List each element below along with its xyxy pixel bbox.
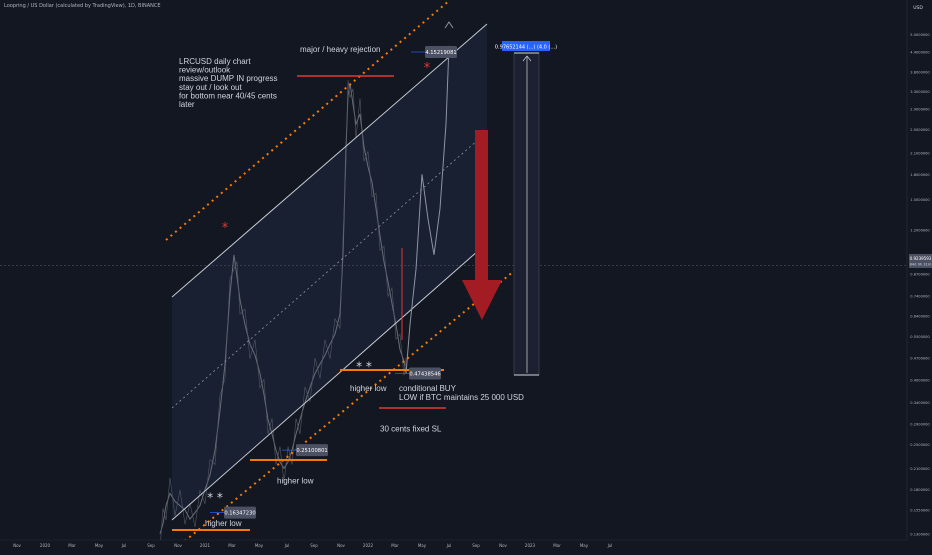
time-axis[interactable]: Nov 2020 Mar May Jul Sep Nov 2021 Mar May Jul Sep No… <box>0 539 932 550</box>
annotation-text: 30 cents fixed SL <box>380 424 442 433</box>
target-label-text: 0.97652144 (...) (4.0 (...) <box>495 45 557 51</box>
y-tick-label: 0.4700000 <box>910 357 930 361</box>
x-tick-labels: Nov 2020 Mar May Jul Sep Nov 2021 Mar May Jul Sep No… <box>13 543 612 548</box>
x-tick-label: Nov <box>337 543 345 548</box>
channel-upper-line[interactable] <box>171 23 488 298</box>
y-tick-label: 3.8000000 <box>910 71 930 75</box>
note-line: LRCUSD daily chart <box>179 57 251 66</box>
y-tick-label: 1.8000000 <box>910 173 930 177</box>
x-tick-label: Jul <box>284 543 290 548</box>
note-line: massive DUMP IN progress <box>179 74 278 83</box>
marker-star: * <box>424 61 431 76</box>
x-tick-label: Sep <box>472 543 480 548</box>
note-line: stay out / look out <box>179 83 242 92</box>
marker-star: * * <box>207 490 223 504</box>
orange-resistance-line[interactable] <box>165 0 451 241</box>
x-tick-label: May <box>580 543 589 548</box>
x-tick-label: Nov <box>499 543 507 548</box>
x-tick-label: 2023 <box>525 543 536 548</box>
price-series-high <box>159 80 407 549</box>
y-tick-label: 0.2100000 <box>910 467 930 471</box>
outlook-notes: LRCUSD daily chartreview/outlookmassive … <box>179 57 278 109</box>
price-labels: 0.16347230 0.25100801 0.47438546 4.15219081 <box>210 46 457 519</box>
x-tick-label: 2020 <box>40 543 51 548</box>
x-tick-label: Mar <box>553 543 561 548</box>
channel-shade <box>172 24 487 520</box>
annotation-text: higher low <box>277 477 314 486</box>
x-tick-label: 2021 <box>200 543 211 548</box>
currency-label: USD <box>913 5 923 11</box>
annotation-text: higher low <box>205 519 242 528</box>
y-tick-label: 1.2000000 <box>910 228 930 232</box>
x-tick-label: May <box>255 543 264 548</box>
annotation-text: higher low <box>350 384 387 393</box>
annotations: major / heavy rejection higher low higher … <box>205 45 524 528</box>
x-tick-label: Nov <box>174 543 182 548</box>
price-label: 0.47438546 <box>409 372 440 378</box>
annotation-text: major / heavy rejection <box>300 45 380 54</box>
x-tick-label: May <box>95 543 104 548</box>
price-label: 4.15219081 <box>425 50 456 56</box>
symbol-title: Loopring / US Dollar (calculated by Trad… <box>4 3 161 9</box>
y-tick-label: 0.7400000 <box>910 294 930 298</box>
x-tick-label: May <box>418 543 427 548</box>
marker-star: * * <box>356 359 372 373</box>
current-price-text: 0.9239593 <box>910 256 932 261</box>
annotation-text: conditional BUY <box>399 384 457 393</box>
price-label: 0.16347230 <box>224 511 255 517</box>
price-label: 0.25100801 <box>296 448 327 454</box>
marker-star: * <box>222 221 229 236</box>
note-line: for bottom near 40/45 cents <box>179 91 277 100</box>
y-tick-label: 2.1000000 <box>910 152 930 156</box>
x-tick-label: Jul <box>446 543 452 548</box>
price-label-box <box>296 444 328 457</box>
note-line: review/outlook <box>179 66 231 75</box>
big-down-arrow[interactable] <box>462 130 502 320</box>
current-time-text: 84d 9h 31m <box>910 263 932 267</box>
y-tick-label: 0.6400000 <box>910 314 930 318</box>
x-tick-label: Sep <box>147 543 155 548</box>
price-label-box <box>409 367 441 380</box>
y-tick-label: 0.3400000 <box>910 401 930 405</box>
annotation-text: LOW if BTC maintains 25 000 USD <box>399 393 524 402</box>
y-tick-label: 1.5000000 <box>910 198 930 202</box>
y-tick-label: 0.2500000 <box>910 443 930 447</box>
x-tick-label: Mar <box>391 543 399 548</box>
channel-lower-line[interactable] <box>171 242 488 521</box>
current-price-tag: 0.9239593 84d 9h 31m <box>909 254 932 268</box>
y-tick-labels: 5.0000000 4.4000000 3.8000000 3.3000000 2.90… <box>910 33 930 536</box>
target-range-box[interactable] <box>513 52 540 376</box>
y-tick-label: 2.5000000 <box>910 128 930 132</box>
x-tick-label: Jul <box>607 543 613 548</box>
price-label-box <box>425 46 457 59</box>
y-tick-label: 0.8700000 <box>910 272 930 276</box>
y-tick-label: 3.3000000 <box>910 90 930 94</box>
x-tick-label: Mar <box>228 543 236 548</box>
x-tick-label: Jul <box>121 543 127 548</box>
markers: * * * * * * <box>207 61 431 504</box>
price-axis[interactable]: USD 5.0000000 4.4000000 3.8000000 3.3000000… <box>906 0 932 550</box>
y-tick-label: 0.2900000 <box>910 423 930 427</box>
y-tick-label: 0.1300000 <box>910 533 930 537</box>
x-tick-label: 2022 <box>363 543 374 548</box>
target-label: 0.97652144 (...) (4.0 (...) <box>495 41 557 51</box>
x-tick-label: Sep <box>310 543 318 548</box>
y-tick-label: 0.1800000 <box>910 488 930 492</box>
orange-support-line[interactable] <box>179 261 526 546</box>
y-tick-label: 0.5500000 <box>910 335 930 339</box>
x-tick-label: Mar <box>68 543 76 548</box>
y-tick-label: 5.0000000 <box>910 33 930 37</box>
y-tick-label: 0.4000000 <box>910 379 930 383</box>
y-tick-label: 0.1550000 <box>910 508 930 512</box>
y-tick-label: 4.4000000 <box>910 51 930 55</box>
projection-arrow-head <box>444 21 454 29</box>
projection-path[interactable] <box>405 45 450 374</box>
x-tick-label: Nov <box>13 543 21 548</box>
y-tick-label: 2.9000000 <box>910 108 930 112</box>
price-label-box <box>224 506 256 519</box>
note-line: later <box>179 100 195 109</box>
